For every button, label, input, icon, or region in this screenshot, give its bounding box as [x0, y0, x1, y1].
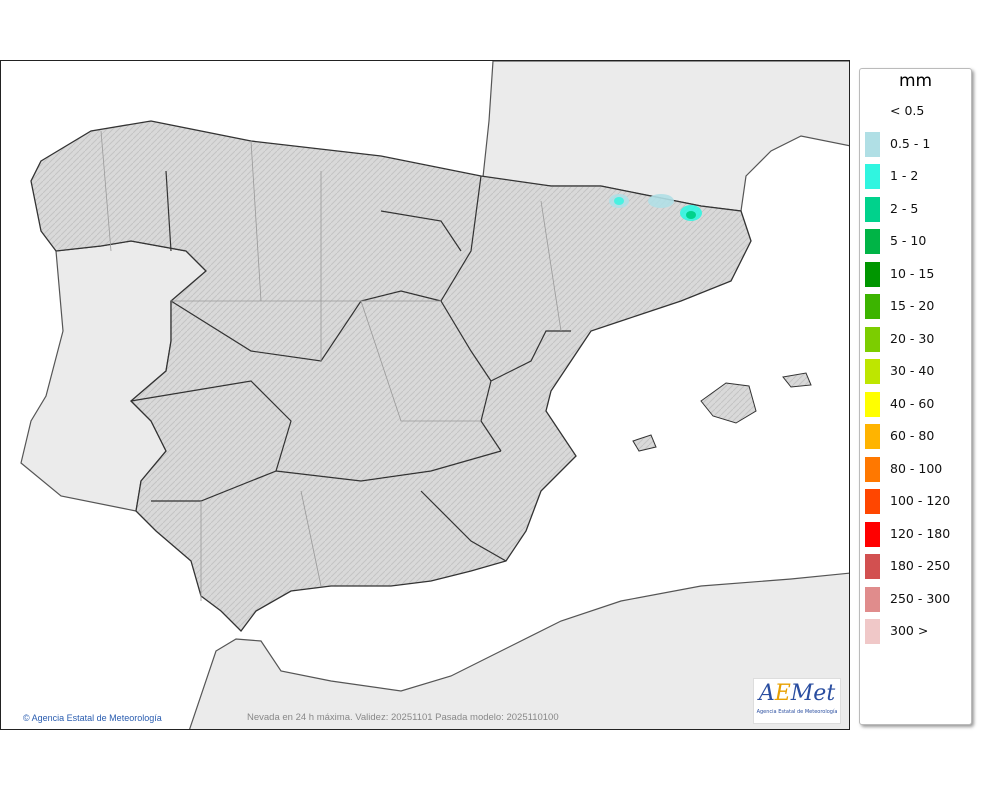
- menorca: [782, 372, 812, 388]
- legend-swatch: [865, 294, 880, 319]
- legend-item: 100 - 120: [860, 487, 971, 520]
- legend-item: 1 - 2: [860, 162, 971, 195]
- legend-label: < 0.5: [890, 103, 925, 118]
- snowfall-map: © Agencia Estatal de Meteorología Nevada…: [0, 60, 850, 730]
- legend-label: 0.5 - 1: [890, 135, 931, 151]
- legend-swatch: [865, 229, 880, 254]
- legend-item: 0.5 - 1: [860, 130, 971, 163]
- legend-label: 15 - 20: [890, 298, 935, 313]
- legend-label: 1 - 2: [890, 168, 919, 183]
- legend-item: 80 - 100: [860, 455, 971, 488]
- legend-swatch: [865, 424, 880, 449]
- province-borders: [100, 130, 562, 601]
- legend-label: 120 - 180: [890, 525, 951, 541]
- legend-item: 120 - 180: [860, 520, 971, 553]
- legend-item: 2 - 5: [860, 195, 971, 228]
- africa-land: [189, 572, 849, 729]
- legend-swatch: [865, 586, 880, 612]
- mallorca: [700, 382, 757, 424]
- legend-item: 30 - 40: [860, 357, 971, 390]
- legend-label: 100 - 120: [890, 493, 951, 508]
- legend-item: 300 >: [860, 617, 971, 650]
- legend-item: 20 - 30: [860, 325, 971, 358]
- map-canvas: [20, 61, 849, 729]
- legend-item: 250 - 300: [860, 585, 971, 618]
- legend-label: 2 - 5: [890, 200, 919, 216]
- legend: mm < 0.5 0.5 - 1 1 - 2 2 - 5 5 - 10 10 - 15 15…: [859, 68, 972, 725]
- legend-label: 5 - 10: [890, 233, 927, 248]
- legend-label: 20 - 30: [890, 330, 935, 346]
- legend-item: 15 - 20: [860, 292, 971, 325]
- legend-unit: mm: [898, 71, 933, 91]
- legend-swatch: [865, 521, 880, 547]
- copyright-credit: © Agencia Estatal de Meteorología: [23, 713, 162, 723]
- legend-swatch: [865, 164, 880, 189]
- legend-item: 180 - 250: [860, 552, 971, 585]
- legend-swatch: [865, 196, 880, 222]
- legend-swatch: [865, 391, 880, 417]
- legend-swatch: [865, 326, 880, 352]
- legend-swatch: [865, 619, 880, 644]
- legend-swatch: [865, 131, 880, 157]
- legend-swatch: [865, 456, 880, 482]
- legend-item: 5 - 10: [860, 227, 971, 260]
- map-caption: Nevada en 24 h máxima. Validez: 20251101…: [247, 712, 559, 723]
- legend-swatch: [865, 489, 880, 514]
- legend-item: 60 - 80: [860, 422, 971, 455]
- legend-item: 10 - 15: [860, 260, 971, 293]
- aemet-logo: AEMet Agencia Estatal de Meteorología: [753, 678, 841, 724]
- legend-swatch: [865, 261, 880, 287]
- legend-label: 30 - 40: [890, 363, 935, 378]
- snowfall-areas: [609, 194, 702, 221]
- legend-label: 10 - 15: [890, 265, 935, 281]
- legend-label: 250 - 300: [890, 590, 951, 606]
- legend-label: 180 - 250: [890, 558, 951, 573]
- legend-swatch: [865, 554, 880, 579]
- legend-item: < 0.5: [860, 97, 971, 130]
- legend-label: 300 >: [890, 623, 929, 638]
- legend-label: 40 - 60: [890, 395, 935, 411]
- ibiza: [632, 434, 657, 452]
- legend-item: 40 - 60: [860, 390, 971, 423]
- legend-label: 60 - 80: [890, 428, 935, 443]
- legend-label: 80 - 100: [890, 460, 943, 476]
- legend-swatch: [865, 359, 880, 384]
